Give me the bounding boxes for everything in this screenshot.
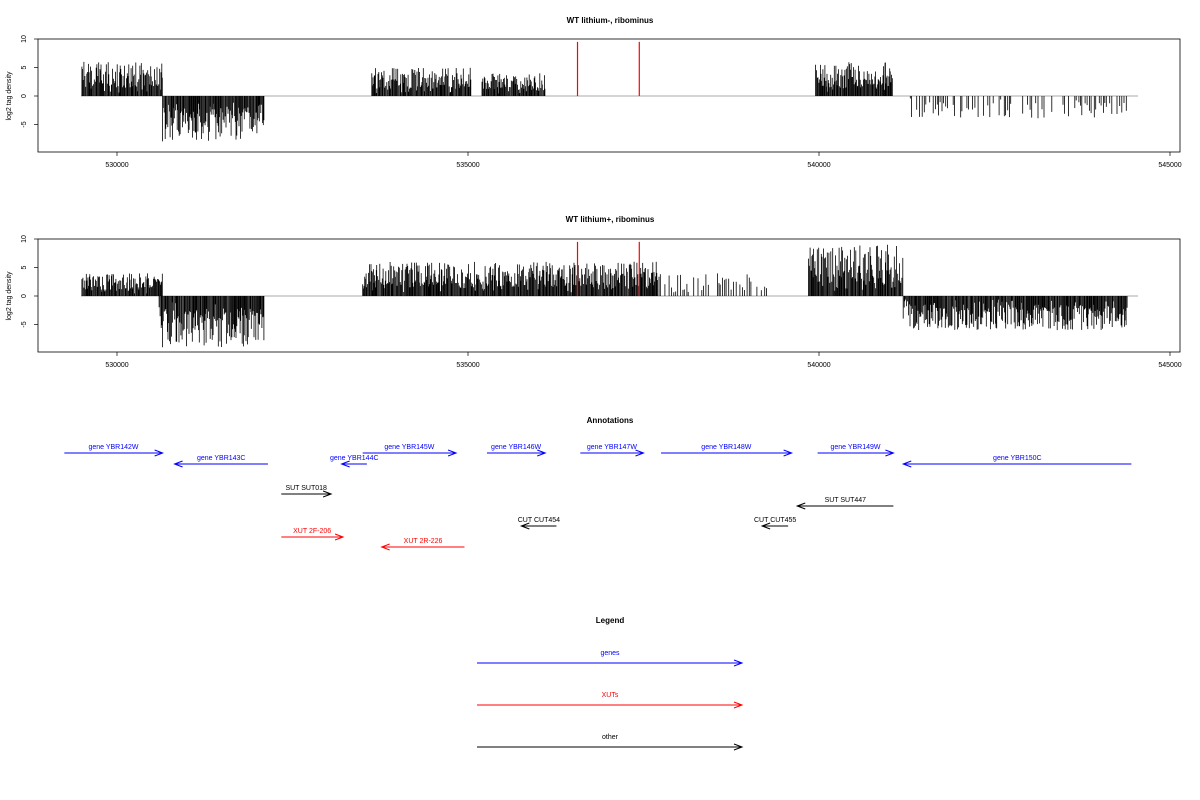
annotation-label: gene YBR146W [491,444,541,451]
annotation-genes-arrow: gene YBR145W [362,444,458,457]
annotation-label: gene YBR148W [701,444,751,451]
track-panel-lithium-minus: WT lithium-, ribominus log2 tag density … [6,16,1182,169]
y-tick-label: 10 [21,235,28,243]
x-axis: 530000 535000 540000 545000 [105,352,1182,369]
annotation-label: gene YBR149W [830,444,880,451]
y-tick-label: 5 [21,65,28,69]
annotation-genes-arrow: gene YBR147W [580,444,645,457]
x-tick-label: 540000 [807,162,830,169]
y-axis: 10 5 0 -5 [21,35,38,128]
annotation-label: gene YBR145W [384,444,434,451]
annotation-XUTs-arrow: XUT 2F-206 [281,528,345,541]
red-markers [576,241,640,296]
annotation-XUTs-arrow: XUT 2R-226 [380,538,465,551]
annotation-genes-arrow: gene YBR149W [817,444,895,457]
annotation-features: gene YBR142W gene YBR143C gene YBR144C gene… [64,444,1132,551]
legend-items: genes XUTs other [477,650,744,751]
legend-item-genes: genes [477,650,744,667]
legend-item-other: other [477,734,744,751]
annotation-genes-arrow: gene YBR144C [330,455,379,468]
annotation-genes-arrow: gene YBR143C [173,455,268,468]
y-axis-label: log2 tag density [6,271,13,321]
y-tick-label: -5 [21,121,28,127]
annotation-label: gene YBR142W [88,444,138,451]
annotation-label: XUT 2R-226 [404,538,443,545]
annotation-label: gene YBR143C [197,455,246,462]
annotation-other-arrow: SUT SUT447 [795,497,894,510]
annotation-label: CUT CUT454 [518,517,560,524]
annotation-label: XUT 2F-206 [293,528,331,535]
red-markers [576,41,640,96]
x-tick-label: 530000 [105,162,128,169]
annotation-label: gene YBR150C [993,455,1042,462]
x-tick-label: 530000 [105,362,128,369]
panel-title: WT lithium-, ribominus [567,16,654,25]
annotation-label: SUT SUT018 [285,485,327,492]
x-tick-label: 545000 [1158,362,1181,369]
y-axis: 10 5 0 -5 [21,235,38,328]
y-tick-label: -5 [21,321,28,327]
annotation-other-arrow: SUT SUT018 [281,485,333,498]
annotation-other-arrow: CUT CUT454 [518,517,560,530]
x-tick-label: 540000 [807,362,830,369]
annotations-title: Annotations [587,416,634,425]
legend-label: other [602,734,619,741]
annotation-label: CUT CUT455 [754,517,796,524]
track-panel-lithium-plus: WT lithium+, ribominus log2 tag density … [6,215,1182,369]
x-axis: 530000 535000 540000 545000 [105,152,1182,169]
legend-item-xuts: XUTs [477,692,744,709]
legend-label: XUTs [602,692,619,699]
x-tick-label: 535000 [456,162,479,169]
legend: Legend genes XUTs other [477,616,744,751]
annotation-genes-arrow: gene YBR142W [64,444,165,457]
y-tick-label: 10 [21,35,28,43]
y-axis-label: log2 tag density [6,71,13,121]
annotation-genes-arrow: gene YBR150C [901,455,1132,468]
panel-title: WT lithium+, ribominus [566,215,655,224]
annotation-other-arrow: CUT CUT455 [754,517,796,530]
y-tick-label: 5 [21,265,28,269]
legend-title: Legend [596,616,625,625]
y-tick-label: 0 [21,94,28,98]
y-tick-label: 0 [21,294,28,298]
annotation-label: SUT SUT447 [825,497,867,504]
plot-frame [37,38,1181,153]
density-bars [81,61,1127,142]
legend-label: genes [600,650,620,657]
annotation-label: gene YBR144C [330,455,379,462]
annotation-genes-arrow: gene YBR148W [661,444,794,457]
plot-frame [37,238,1181,353]
density-bars [81,244,1128,348]
annotation-label: gene YBR147W [587,444,637,451]
x-tick-label: 545000 [1158,162,1181,169]
annotation-genes-arrow: gene YBR146W [486,444,547,457]
x-tick-label: 535000 [456,362,479,369]
